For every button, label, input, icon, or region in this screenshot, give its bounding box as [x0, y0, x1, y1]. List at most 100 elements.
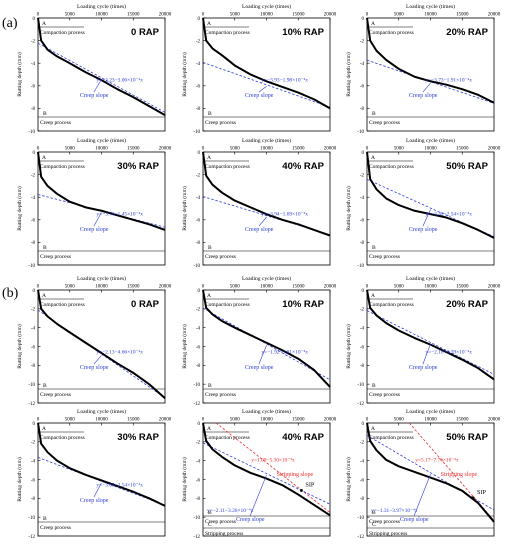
x-tick-label: 15000 — [292, 285, 305, 290]
x-tick-label: 20000 — [159, 147, 172, 152]
y-tick-label: -12 — [193, 402, 200, 407]
y-tick-label: -4 — [360, 196, 365, 201]
y-tick-label: -2 — [31, 39, 36, 44]
y-tick-label: -10 — [28, 516, 35, 521]
x-tick-label: 15000 — [127, 285, 140, 290]
y-axis-label: Rutting depth (mm) — [345, 186, 352, 231]
chart-panel: Loading cycle (times) 0 5000 10000 15000 2000… — [16, 137, 172, 269]
creep-slope-label: Creep slope — [80, 93, 109, 99]
compaction-label: Compaction process — [205, 435, 250, 441]
x-tick-label: 10000 — [424, 418, 437, 423]
x-axis-label: Loading cycle (times) — [77, 137, 126, 144]
x-axis-label: Loading cycle (times) — [242, 275, 291, 282]
x-tick-label: 5000 — [230, 13, 241, 18]
point-a-label: A — [207, 293, 211, 299]
creep-slope-pointer — [93, 482, 102, 498]
creep-slope-label: Creep slope — [245, 227, 274, 233]
y-tick-label: -6 — [31, 345, 36, 350]
panel-title: 0 RAP — [131, 299, 160, 310]
creep-equation: y=−2.23−3.06×10⁻⁴x — [96, 77, 143, 83]
panel-title: 10% RAP — [282, 27, 324, 38]
y-tick-label: -6 — [360, 219, 365, 224]
x-tick-label: 0 — [202, 418, 205, 423]
y-tick-label: -4 — [31, 62, 36, 67]
creep-slope-label: Creep slope — [409, 93, 438, 99]
y-axis-label: Rutting depth (mm) — [345, 324, 352, 369]
creep-fit-line — [366, 310, 495, 375]
x-tick-label: 10000 — [95, 285, 108, 290]
panel-title: 20% RAP — [446, 27, 488, 38]
y-tick-label: -10 — [193, 383, 200, 388]
rutting-curve — [37, 422, 166, 507]
y-tick-label: 0 — [33, 17, 36, 22]
y-tick-label: -2 — [196, 441, 201, 446]
x-tick-label: 15000 — [456, 418, 469, 423]
point-a-label: A — [371, 155, 375, 161]
chart-panel: Loading cycle (times) 0 5000 10000 15000 2000… — [16, 408, 172, 540]
creep-equation: y=−3.73−1.91×10⁻⁴x — [425, 77, 472, 83]
y-tick-label: -8 — [196, 241, 201, 246]
y-axis-label: Rutting depth (mm) — [16, 324, 23, 369]
panel-title: 10% RAP — [282, 299, 324, 310]
y-tick-label: 0 — [362, 289, 365, 294]
y-tick-label: -4 — [196, 326, 201, 331]
rutting-curve — [366, 422, 495, 523]
creep-label: Creep process — [369, 120, 400, 126]
x-axis-label: Loading cycle (times) — [406, 408, 455, 415]
x-tick-label: 15000 — [292, 147, 305, 152]
y-axis-label: Rutting depth (mm) — [16, 457, 23, 502]
compaction-label: Compaction process — [40, 435, 85, 441]
creep-slope-label: Creep slope — [236, 517, 265, 523]
creep-fit-line — [37, 42, 166, 113]
y-tick-label: -4 — [196, 196, 201, 201]
sip-label: SIP — [305, 481, 315, 488]
y-axis-label: Rutting depth (mm) — [181, 457, 188, 502]
y-tick-label: -6 — [196, 85, 201, 90]
x-tick-label: 20000 — [488, 285, 501, 290]
rutting-curve — [366, 289, 495, 381]
x-tick-label: 10000 — [424, 285, 437, 290]
y-tick-label: -2 — [360, 39, 365, 44]
creep-slope-label: Creep slope — [245, 365, 274, 371]
y-tick-label: -12 — [357, 402, 364, 407]
rutting-curve — [366, 17, 495, 104]
y-tick-label: -6 — [196, 478, 201, 483]
x-tick-label: 5000 — [394, 285, 405, 290]
creep-fit-line — [37, 456, 166, 506]
x-tick-label: 5000 — [230, 285, 241, 290]
x-axis-label: Loading cycle (times) — [242, 3, 291, 10]
y-axis-label: Rutting depth (mm) — [181, 52, 188, 97]
x-tick-label: 5000 — [65, 418, 76, 423]
chart-panel: Loading cycle (times) 0 5000 10000 15000 2000… — [181, 408, 337, 540]
y-tick-label: -4 — [31, 326, 36, 331]
x-tick-label: 20000 — [159, 13, 172, 18]
stripping-slope-label: Stripping slope — [441, 472, 478, 478]
x-tick-label: 15000 — [456, 285, 469, 290]
point-c-label: C — [208, 522, 212, 528]
panel-title: 50% RAP — [446, 432, 488, 443]
x-tick-label: 20000 — [488, 418, 501, 423]
y-tick-label: 0 — [33, 151, 36, 156]
point-a-label: A — [207, 155, 211, 161]
point-a-label: A — [207, 426, 211, 432]
creep-slope-pointer — [422, 83, 431, 93]
point-b-label: B — [372, 510, 376, 516]
y-tick-label: -2 — [31, 441, 36, 446]
point-a-label: A — [371, 21, 375, 27]
creep-equation: y=−3.76−1.45×10⁻⁴x — [96, 211, 143, 217]
creep-slope-pointer — [258, 216, 267, 227]
x-tick-label: 10000 — [424, 147, 437, 152]
creep-slope-label: Creep slope — [409, 365, 438, 371]
x-axis-label: Loading cycle (times) — [77, 408, 126, 415]
creep-label: Creep process — [40, 392, 71, 398]
x-tick-label: 15000 — [127, 147, 140, 152]
y-tick-label: -12 — [28, 402, 35, 407]
x-axis-label: Loading cycle (times) — [406, 3, 455, 10]
y-tick-label: 0 — [198, 17, 201, 22]
y-tick-label: -12 — [28, 535, 35, 540]
point-b-label: B — [208, 510, 212, 516]
x-tick-label: 15000 — [456, 13, 469, 18]
y-tick-label: 0 — [362, 151, 365, 156]
y-tick-label: -10 — [193, 516, 200, 521]
